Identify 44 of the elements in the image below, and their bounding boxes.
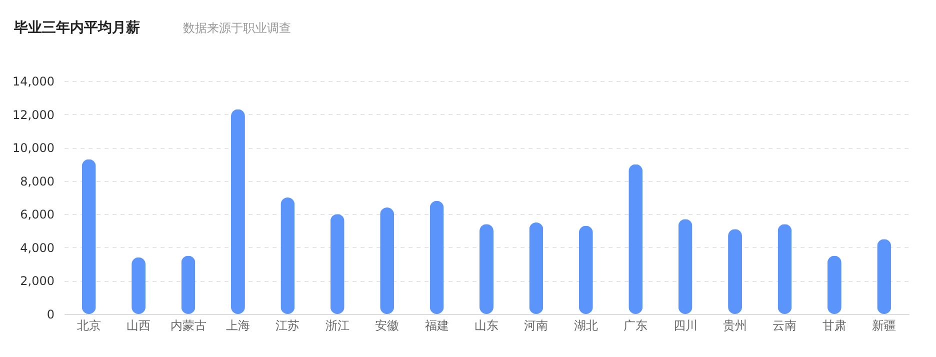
x-tick-label: 云南 <box>772 318 797 332</box>
x-tick-label: 新疆 <box>872 318 896 332</box>
y-tick-label: 14,000 <box>12 74 54 88</box>
x-tick-label: 上海 <box>226 318 250 332</box>
x-tick-label: 甘肃 <box>822 318 846 332</box>
x-tick-label: 江苏 <box>276 318 300 332</box>
x-tick-label: 山西 <box>126 318 151 332</box>
x-tick-label: 山东 <box>474 318 498 332</box>
bar <box>280 198 295 314</box>
bar <box>330 214 344 314</box>
y-tick-label: 2,000 <box>20 274 54 288</box>
y-tick-label: 6,000 <box>20 208 54 222</box>
y-tick-label: 0 <box>46 308 54 322</box>
x-tick-label: 内蒙古 <box>170 318 206 332</box>
y-tick-label: 12,000 <box>12 108 54 122</box>
y-tick-label: 10,000 <box>12 141 54 156</box>
bar <box>380 207 394 314</box>
x-tick-label: 河南 <box>524 318 548 332</box>
x-tick-label: 浙江 <box>325 318 350 332</box>
x-tick-label: 四川 <box>673 318 698 332</box>
x-tick-label: 安徽 <box>375 318 400 332</box>
x-tick-label: 北京 <box>76 318 101 332</box>
text: 数据来源于职业调查 <box>183 20 291 37</box>
bar <box>480 224 494 314</box>
y-tick-label: 8,000 <box>20 174 54 188</box>
chart-title: 毕业三年内平均月薪 <box>13 20 140 36</box>
bar <box>82 159 96 314</box>
bar <box>578 226 593 314</box>
bar <box>529 222 544 314</box>
bar <box>877 239 892 314</box>
bar <box>132 257 146 314</box>
x-tick-label: 贵州 <box>723 318 748 332</box>
bar <box>181 256 196 314</box>
bar <box>430 200 444 314</box>
bar <box>230 109 245 314</box>
bar <box>628 164 643 314</box>
x-tick-label: 福建 <box>424 318 449 332</box>
bar <box>827 256 842 314</box>
x-tick-label: 广东 <box>624 318 648 332</box>
x-tick-label: 湖北 <box>574 318 598 332</box>
bar <box>728 229 742 314</box>
bar <box>778 224 792 314</box>
bar <box>678 219 692 314</box>
y-tick-label: 4,000 <box>20 240 54 255</box>
